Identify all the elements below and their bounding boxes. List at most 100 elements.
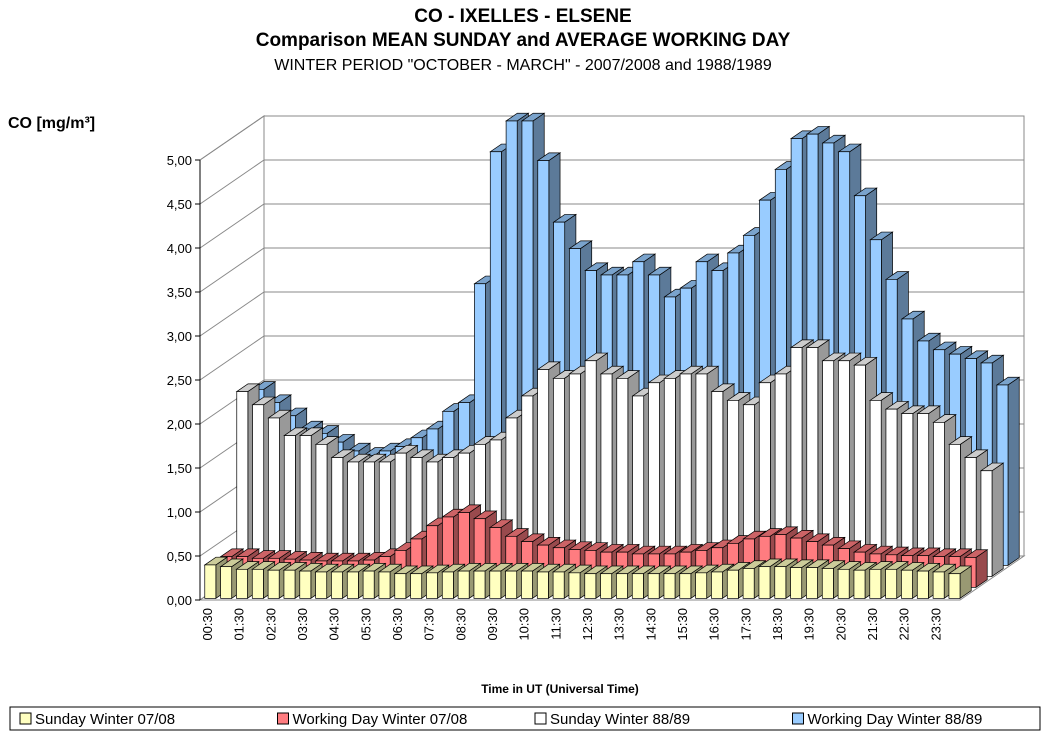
bar-front — [331, 571, 343, 599]
x-tick-label: 15:30 — [675, 608, 690, 641]
bar-front — [869, 568, 882, 599]
x-tick-label: 12:30 — [580, 608, 595, 641]
x-tick-label: 23:30 — [928, 608, 943, 641]
bar-front — [568, 572, 581, 599]
x-tick-label: 21:30 — [865, 608, 880, 641]
x-tick-label: 05:30 — [358, 608, 373, 641]
bar-front — [457, 570, 470, 599]
legend-swatch — [792, 712, 804, 725]
bar-front — [726, 569, 739, 599]
x-tick-label: 01:30 — [232, 608, 247, 641]
bar-front — [790, 567, 803, 599]
bar-front — [695, 572, 708, 599]
x-tick-label: 13:30 — [612, 608, 627, 641]
y-tick-label: 4,50 — [167, 197, 192, 212]
x-tick-label: 08:30 — [453, 608, 468, 641]
bar-front — [426, 572, 438, 599]
x-tick-label: 02:30 — [263, 608, 278, 641]
bar-front — [378, 571, 391, 599]
x-tick-label: 16:30 — [707, 608, 722, 641]
x-tick-label: 10:30 — [517, 608, 532, 641]
x-tick-label: 11:30 — [548, 608, 563, 640]
bar-front — [774, 566, 787, 599]
bar-front — [948, 573, 961, 599]
bar-front — [679, 573, 692, 599]
bar-side — [1007, 376, 1020, 567]
bar-front — [267, 569, 280, 599]
y-tick-label: 1,50 — [167, 461, 192, 476]
x-tick-label: 17:30 — [738, 608, 753, 641]
bar-front — [441, 571, 454, 599]
y-axis-title: CO [mg/m³] — [8, 115, 95, 132]
x-tick-label: 14:30 — [643, 608, 658, 641]
bar-front — [299, 570, 312, 599]
bar-front — [410, 573, 423, 599]
bar-front — [536, 571, 549, 599]
bar-front — [932, 571, 945, 599]
y-tick-label: 5,00 — [167, 153, 192, 168]
legend-swatch — [534, 712, 547, 725]
bar-front — [346, 571, 359, 599]
bar-front — [204, 564, 217, 599]
x-tick-label: 04:30 — [327, 608, 342, 641]
y-tick-label: 3,00 — [167, 329, 192, 344]
x-tick-label: 07:30 — [422, 608, 437, 641]
x-tick-label: 18:30 — [770, 608, 785, 641]
x-tick-label: 00:30 — [200, 608, 215, 641]
bar — [979, 462, 1005, 578]
bar-front — [600, 573, 613, 599]
bar-front — [631, 573, 644, 599]
bar-front — [806, 567, 818, 599]
y-tick-label: 3,50 — [167, 285, 192, 300]
y-tick-label: 0,00 — [167, 593, 192, 608]
bar-front — [901, 569, 913, 599]
bar-front — [505, 570, 518, 599]
legend-label: Sunday Winter 88/89 — [550, 711, 690, 728]
bar-front — [821, 568, 834, 599]
y-tick-label: 0,50 — [167, 549, 192, 564]
legend-swatch — [19, 712, 32, 725]
x-axis-title: Time in UT (Universal Time) — [481, 682, 639, 696]
bar-front — [315, 571, 328, 599]
legend-swatch — [277, 712, 289, 725]
bar-front — [711, 571, 723, 599]
grid-line — [199, 115, 1024, 161]
chart-title: CO - IXELLES - ELSENE — [414, 6, 631, 27]
bar-front — [584, 573, 597, 599]
bar-front — [394, 573, 407, 599]
bar-front — [616, 573, 628, 599]
bar-front — [853, 569, 866, 599]
bar-front — [489, 570, 502, 599]
y-tick-label: 1,00 — [167, 505, 192, 520]
bar-side — [991, 462, 1004, 578]
x-tick-label: 03:30 — [295, 608, 310, 641]
y-tick-label: 2,50 — [167, 373, 192, 388]
period: WINTER PERIOD "OCTOBER - MARCH" - 2007/2… — [274, 57, 772, 74]
y-tick-label: 4,00 — [167, 241, 192, 256]
bar-front — [220, 566, 233, 599]
legend-label: Working Day Winter 88/89 — [808, 711, 983, 728]
bar-front — [885, 568, 898, 599]
bar-front — [837, 568, 850, 599]
x-tick-label: 19:30 — [802, 608, 817, 641]
legend-label: Working Day Winter 07/08 — [293, 711, 468, 728]
bar-front — [742, 568, 755, 599]
bar-front — [362, 570, 375, 599]
bar-front — [251, 568, 264, 599]
chart-subtitle: Comparison MEAN SUNDAY and AVERAGE WORKI… — [256, 30, 791, 51]
bar-front — [283, 569, 296, 599]
bar-front — [236, 568, 248, 599]
x-tick-label: 09:30 — [485, 608, 500, 641]
x-tick-label: 22:30 — [897, 608, 912, 641]
bar-front — [758, 566, 771, 599]
y-tick-label: 2,00 — [167, 417, 192, 432]
bar-front — [663, 573, 676, 599]
x-tick-label: 06:30 — [390, 608, 405, 641]
bar-front — [647, 573, 660, 599]
legend-box — [9, 706, 1041, 731]
bar — [947, 565, 973, 600]
bar-front — [473, 570, 486, 599]
x-tick-label: 20:30 — [833, 608, 848, 641]
legend-label: Sunday Winter 07/08 — [35, 711, 175, 728]
